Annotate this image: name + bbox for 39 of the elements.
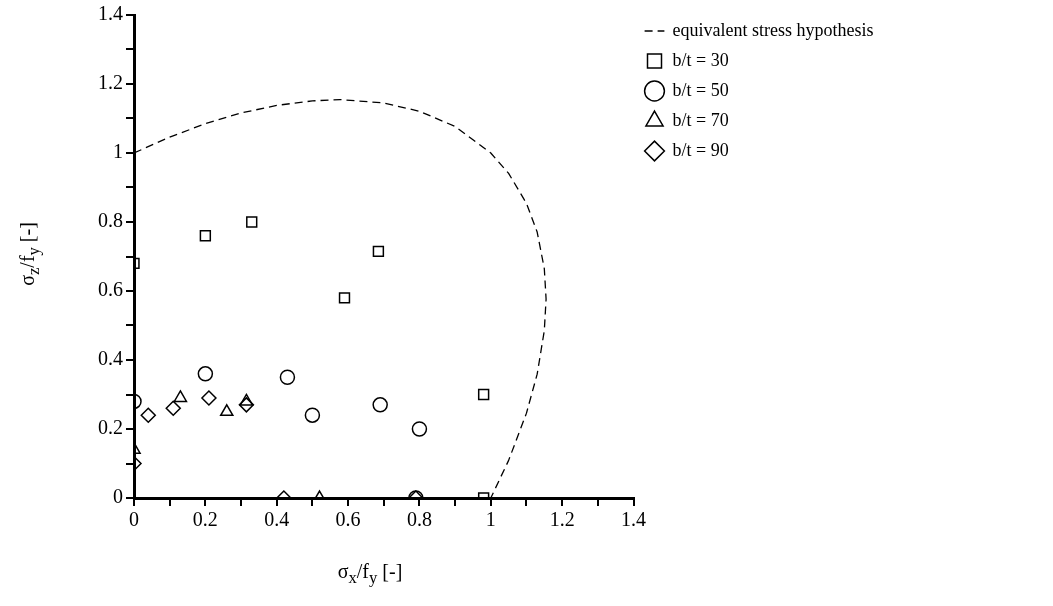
y-tick-label: 0.6 xyxy=(98,278,123,301)
y-tick-label: 1.4 xyxy=(98,2,123,25)
y-tick-label: 0.2 xyxy=(98,416,123,439)
legend-label: b/t = 90 xyxy=(672,139,729,160)
point xyxy=(279,369,296,385)
point xyxy=(197,366,214,382)
point xyxy=(165,400,181,417)
point xyxy=(238,397,255,413)
point xyxy=(201,390,217,406)
legend-label: b/t = 70 xyxy=(672,109,729,130)
y-tick-label: 0 xyxy=(113,485,123,508)
x-tick-label: 0.6 xyxy=(335,508,361,531)
point xyxy=(411,421,428,437)
x-tick-label: 1.2 xyxy=(549,508,575,531)
y-tick-label: 1 xyxy=(113,140,123,163)
point xyxy=(304,407,321,423)
point xyxy=(239,393,254,406)
y-tick-label: 0.4 xyxy=(98,347,123,370)
point xyxy=(477,388,490,401)
point xyxy=(372,245,385,258)
x-tick-label: 0.4 xyxy=(264,508,290,531)
x-tick-label: 1 xyxy=(485,508,496,531)
x-tick-label: 1.4 xyxy=(621,508,646,531)
x-tick-label: 0 xyxy=(129,508,139,531)
x-tick-label: 0.8 xyxy=(406,508,432,531)
y-tick-label: 0.8 xyxy=(98,209,123,232)
legend-label: b/t = 50 xyxy=(672,79,729,100)
x-axis-title: σ$_{x}$/f$_{y}$ [-] xyxy=(336,560,404,588)
point xyxy=(140,407,157,423)
point xyxy=(246,216,258,228)
point xyxy=(199,230,212,242)
point xyxy=(173,390,188,403)
legend-label: b/t = 30 xyxy=(672,49,729,70)
x-tick-label: 0.2 xyxy=(192,508,218,531)
point xyxy=(338,292,351,304)
legend-label: equivalent stress hypothesis xyxy=(672,19,874,40)
point xyxy=(219,404,234,416)
y-tick-label: 1.2 xyxy=(98,71,123,94)
point xyxy=(372,397,388,413)
